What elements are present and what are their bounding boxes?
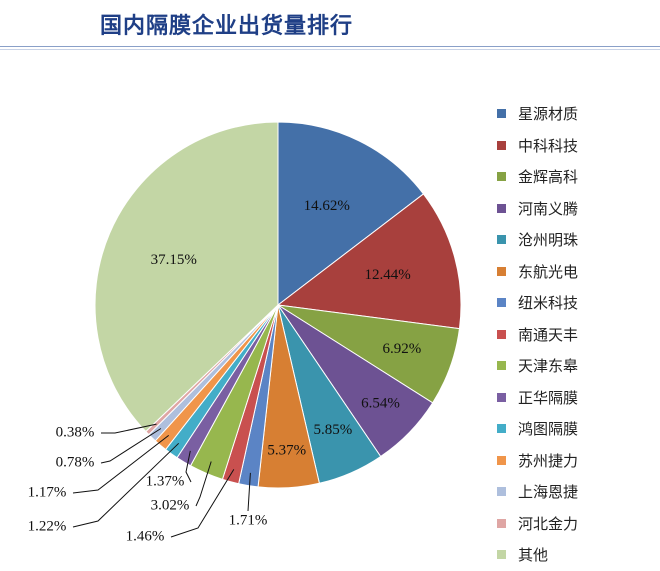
legend-item-6: 纽米科技 xyxy=(497,287,578,319)
leader-line-13 xyxy=(101,423,157,434)
legend-item-11: 苏州捷力 xyxy=(497,445,578,477)
legend-label-3: 河南义腾 xyxy=(518,199,579,218)
legend-label-1: 中科科技 xyxy=(518,136,579,155)
data-label-11: 1.17% xyxy=(28,484,67,500)
legend-label-14: 其他 xyxy=(518,546,549,565)
legend-swatch-0 xyxy=(497,109,506,119)
legend-item-10: 鸿图隔膜 xyxy=(497,413,578,445)
title-divider xyxy=(0,46,660,47)
pie-slice-14 xyxy=(94,121,279,433)
pie-slice-1 xyxy=(276,193,462,330)
legend-swatch-5 xyxy=(497,266,506,276)
legend-label-8: 天津东皋 xyxy=(518,357,579,376)
legend-swatch-14 xyxy=(497,550,506,560)
chart-title: 国内隔膜企业出货量排行 xyxy=(100,14,354,39)
leader-line-11 xyxy=(72,435,170,494)
legend-item-0: 星源材质 xyxy=(497,98,578,130)
legend-label-0: 星源材质 xyxy=(518,105,579,124)
legend-swatch-7 xyxy=(497,329,506,339)
pie-slice-0 xyxy=(277,121,425,307)
legend-swatch-1 xyxy=(497,140,506,150)
data-label-2: 6.92% xyxy=(383,341,422,357)
legend-item-9: 正华隔膜 xyxy=(497,382,578,414)
legend-label-5: 东航光电 xyxy=(518,262,579,281)
leader-line-12 xyxy=(100,428,162,464)
legend-swatch-10 xyxy=(497,424,506,434)
data-label-0: 14.62% xyxy=(304,198,350,214)
legend-label-13: 河北金力 xyxy=(518,514,579,533)
legend-label-12: 上海恩捷 xyxy=(518,483,579,502)
data-label-3: 6.54% xyxy=(361,396,400,412)
leader-line-6 xyxy=(247,472,251,512)
legend-item-7: 南通天丰 xyxy=(497,319,578,351)
leader-line-9 xyxy=(185,450,192,483)
legend-label-6: 纽米科技 xyxy=(518,294,579,313)
legend-label-11: 苏州捷力 xyxy=(518,451,579,470)
data-label-1: 12.44% xyxy=(364,267,410,283)
legend-label-2: 金辉高科 xyxy=(518,168,579,187)
legend-swatch-2 xyxy=(497,172,506,182)
legend-swatch-4 xyxy=(497,235,506,245)
data-label-9: 1.37% xyxy=(146,473,185,489)
legend-swatch-3 xyxy=(497,203,506,213)
legend-swatch-13 xyxy=(497,518,506,528)
data-label-10: 1.22% xyxy=(28,518,67,534)
legend-swatch-8 xyxy=(497,361,506,371)
legend-item-5: 东航光电 xyxy=(497,256,578,288)
data-label-7: 1.46% xyxy=(126,528,165,544)
legend-item-2: 金辉高科 xyxy=(497,161,578,193)
legend-item-13: 河北金力 xyxy=(497,508,578,540)
leader-line-10 xyxy=(72,442,180,528)
legend-item-1: 中科科技 xyxy=(497,130,578,162)
title-divider-secondary xyxy=(0,49,660,50)
data-label-14: 37.15% xyxy=(151,252,197,268)
leader-line-8 xyxy=(195,461,212,507)
data-label-8: 3.02% xyxy=(151,497,190,513)
data-label-6: 1.71% xyxy=(229,512,268,528)
leader-line-7 xyxy=(170,469,235,538)
legend-swatch-12 xyxy=(497,487,506,497)
legend-label-7: 南通天丰 xyxy=(518,325,579,344)
legend-label-4: 沧州明珠 xyxy=(518,231,579,250)
chart-legend: 星源材质中科科技金辉高科河南义腾沧州明珠东航光电纽米科技南通天丰天津东皋正华隔膜… xyxy=(497,98,578,571)
legend-swatch-11 xyxy=(497,455,506,465)
legend-swatch-9 xyxy=(497,392,506,402)
data-label-12: 0.78% xyxy=(56,454,95,470)
data-label-4: 5.85% xyxy=(314,422,353,438)
legend-item-4: 沧州明珠 xyxy=(497,224,578,256)
legend-item-3: 河南义腾 xyxy=(497,193,578,225)
data-label-5: 5.37% xyxy=(267,443,306,459)
legend-label-9: 正华隔膜 xyxy=(518,388,579,407)
legend-item-14: 其他 xyxy=(497,539,578,571)
data-label-13: 0.38% xyxy=(56,424,95,440)
legend-swatch-6 xyxy=(497,298,506,308)
legend-item-8: 天津东皋 xyxy=(497,350,578,382)
legend-item-12: 上海恩捷 xyxy=(497,476,578,508)
legend-label-10: 鸿图隔膜 xyxy=(518,420,579,439)
